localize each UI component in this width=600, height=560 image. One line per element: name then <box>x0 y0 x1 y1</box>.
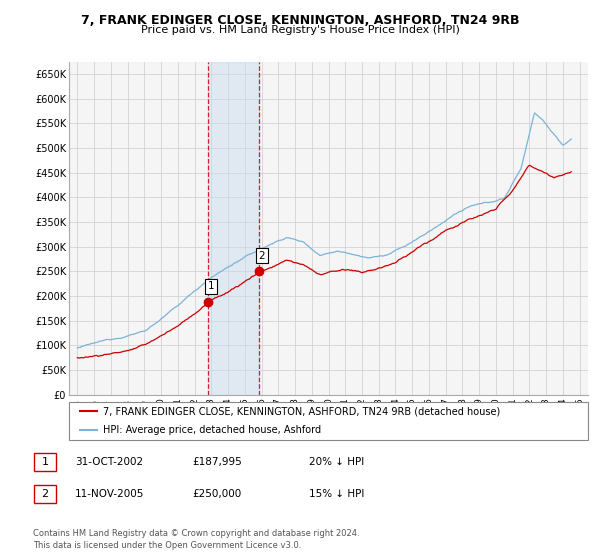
Text: Contains HM Land Registry data © Crown copyright and database right 2024.
This d: Contains HM Land Registry data © Crown c… <box>33 529 359 550</box>
FancyBboxPatch shape <box>69 402 588 440</box>
Text: 15% ↓ HPI: 15% ↓ HPI <box>309 489 364 499</box>
FancyBboxPatch shape <box>34 453 56 471</box>
Text: 31-OCT-2002: 31-OCT-2002 <box>75 457 143 467</box>
FancyBboxPatch shape <box>34 485 56 503</box>
Text: £250,000: £250,000 <box>192 489 241 499</box>
Bar <box>208 62 259 395</box>
Text: 1: 1 <box>208 281 214 291</box>
Text: £187,995: £187,995 <box>192 457 242 467</box>
Text: 7, FRANK EDINGER CLOSE, KENNINGTON, ASHFORD, TN24 9RB (detached house): 7, FRANK EDINGER CLOSE, KENNINGTON, ASHF… <box>103 406 500 416</box>
Text: HPI: Average price, detached house, Ashford: HPI: Average price, detached house, Ashf… <box>103 425 321 435</box>
Text: Price paid vs. HM Land Registry's House Price Index (HPI): Price paid vs. HM Land Registry's House … <box>140 25 460 35</box>
Text: 7, FRANK EDINGER CLOSE, KENNINGTON, ASHFORD, TN24 9RB: 7, FRANK EDINGER CLOSE, KENNINGTON, ASHF… <box>81 14 519 27</box>
Text: 2: 2 <box>41 489 49 499</box>
Text: 2: 2 <box>259 250 265 260</box>
Text: 1: 1 <box>41 457 49 467</box>
Text: 20% ↓ HPI: 20% ↓ HPI <box>309 457 364 467</box>
Text: 11-NOV-2005: 11-NOV-2005 <box>75 489 145 499</box>
